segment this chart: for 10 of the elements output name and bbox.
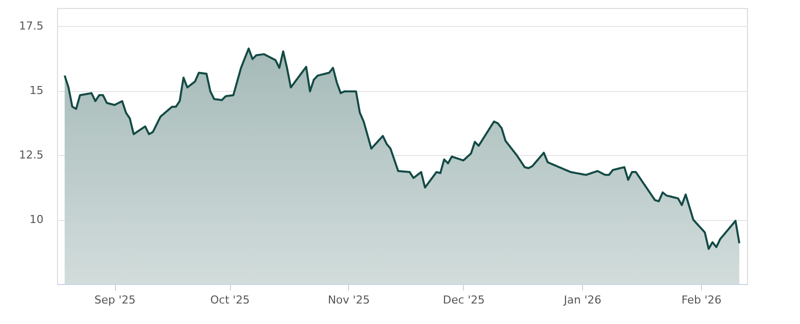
x-tick-label: Oct '25 (210, 294, 250, 306)
y-tick-label: 10 (30, 213, 44, 226)
x-tick-label: Jan '26 (562, 294, 602, 306)
y-tick-label: 17.5 (19, 20, 44, 33)
x-tick-label: Nov '25 (328, 294, 370, 306)
y-tick-label: 12.5 (19, 148, 44, 162)
x-tick-label: Feb '26 (682, 294, 722, 306)
y-tick-label: 15 (30, 84, 44, 98)
x-tick-label: Sep '25 (94, 294, 136, 306)
x-tick-label: Dec '25 (442, 294, 485, 306)
